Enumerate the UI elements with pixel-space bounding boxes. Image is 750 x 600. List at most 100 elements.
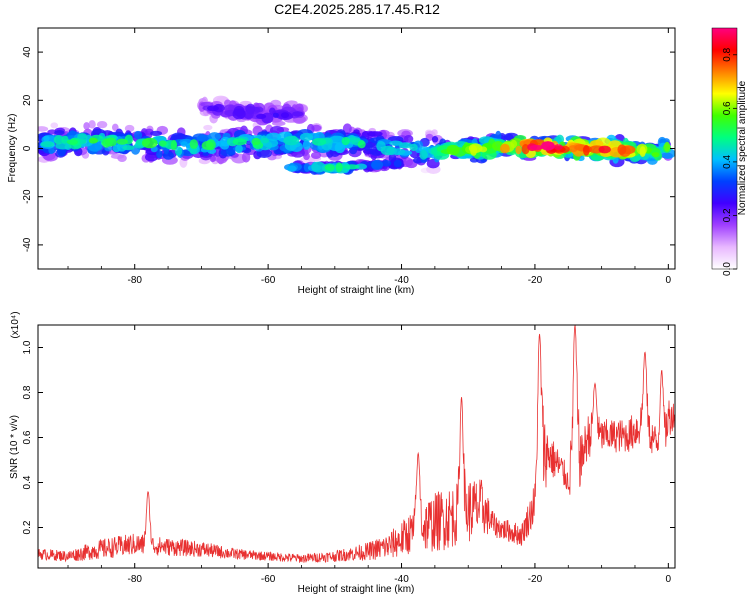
spectrogram-y-ticks: -40 -20 0 20 40 bbox=[22, 46, 675, 252]
heatmap-cell bbox=[292, 111, 304, 117]
chart-title: C2E4.2025.285.17.45.R12 bbox=[274, 1, 440, 17]
heatmap-cell bbox=[105, 137, 117, 147]
heatmap-cell bbox=[96, 120, 108, 129]
heatmap-cell bbox=[88, 120, 96, 129]
heatmap-cell bbox=[393, 159, 402, 168]
heatmap-cell bbox=[289, 135, 298, 143]
spectrogram-xlabel: Height of straight line (km) bbox=[298, 285, 415, 296]
heatmap-cell bbox=[256, 113, 267, 119]
heatmap-cell bbox=[251, 137, 261, 146]
heatmap-cell bbox=[40, 141, 55, 148]
heatmap-cell bbox=[311, 161, 326, 173]
heatmap-cell bbox=[156, 150, 163, 159]
heatmap-cell bbox=[371, 159, 384, 170]
heatmap-cell bbox=[553, 144, 563, 150]
colorbar-tick-label: 0.2 bbox=[722, 208, 733, 222]
x-tick-label: -80 bbox=[127, 574, 142, 585]
heatmap-cell bbox=[245, 103, 256, 115]
heatmap-cell bbox=[540, 141, 555, 151]
heatmap-cell bbox=[664, 141, 671, 152]
heatmap-cell bbox=[388, 152, 397, 164]
heatmap-cell bbox=[235, 144, 243, 154]
heatmap-cell bbox=[180, 141, 188, 147]
x-tick-label: -20 bbox=[528, 275, 543, 286]
heatmap-cell bbox=[529, 144, 543, 151]
heatmap-cell bbox=[207, 105, 219, 112]
heatmap-cell bbox=[399, 142, 413, 149]
heatmap-cell bbox=[141, 137, 158, 149]
y-tick-label: 0.2 bbox=[22, 520, 33, 534]
heatmap-cell bbox=[133, 130, 143, 140]
colorbar-label: Normalized spectral amplitude bbox=[737, 80, 748, 215]
heatmap-cell bbox=[409, 143, 418, 152]
heatmap-cell bbox=[174, 146, 183, 156]
heatmap-cell bbox=[312, 137, 327, 146]
y-tick-label: 20 bbox=[22, 94, 33, 106]
snr-series-line bbox=[38, 325, 675, 563]
heatmap-cell bbox=[150, 130, 163, 137]
x-tick-label: -40 bbox=[394, 574, 409, 585]
heatmap-cell bbox=[124, 124, 135, 133]
heatmap-cell bbox=[431, 136, 439, 143]
heatmap-cell bbox=[381, 160, 392, 167]
y-tick-label: 1.0 bbox=[22, 340, 33, 354]
heatmap-cell bbox=[357, 140, 366, 149]
snr-ylabel: SNR (10 * v/v) bbox=[9, 415, 20, 479]
heatmap-cell bbox=[116, 138, 128, 145]
x-tick-label: -40 bbox=[394, 275, 409, 286]
snr-x-ticks: -80 -60 -40 -20 0 bbox=[67, 325, 672, 585]
colorbar-tick-label: 0.8 bbox=[722, 47, 733, 61]
heatmap-cell bbox=[170, 139, 178, 151]
colorbar: 0.0 0.2 0.4 0.6 0.8 Normalized spectral ampl… bbox=[711, 27, 748, 276]
spectrogram-heatmap bbox=[38, 95, 675, 175]
heatmap-cell bbox=[53, 135, 64, 145]
heatmap-cell bbox=[280, 112, 290, 119]
snr-panel: -80 -60 -40 -20 0 0.2 0.4 0.6 0.8 1.0 Height of … bbox=[9, 311, 676, 595]
heatmap-cell bbox=[310, 151, 322, 159]
heatmap-cell bbox=[389, 140, 403, 146]
y-tick-label: -40 bbox=[22, 237, 33, 252]
heatmap-cell bbox=[158, 140, 167, 147]
heatmap-cell bbox=[117, 154, 127, 163]
colorbar-tick-label: 0.0 bbox=[722, 262, 733, 276]
snr-background bbox=[38, 325, 675, 568]
x-tick-label: -80 bbox=[127, 275, 142, 286]
heatmap-cell bbox=[341, 136, 350, 146]
x-tick-label: -20 bbox=[528, 574, 543, 585]
heatmap-cell bbox=[651, 152, 660, 158]
heatmap-cell bbox=[286, 165, 297, 172]
spectrogram-ylabel: Frequency (Hz) bbox=[7, 114, 18, 183]
snr-frame bbox=[37, 324, 676, 569]
snr-y-ticks: 0.2 0.4 0.6 0.8 1.0 bbox=[22, 340, 675, 534]
heatmap-cell bbox=[38, 126, 49, 132]
heatmap-cell bbox=[367, 131, 383, 137]
snr-y-multiplier: (x10⁴) bbox=[10, 311, 21, 338]
heatmap-cell bbox=[61, 135, 69, 144]
heatmap-cell bbox=[403, 134, 414, 143]
heatmap-cell bbox=[272, 112, 279, 118]
x-tick-label: -60 bbox=[261, 275, 276, 286]
heatmap-cell bbox=[232, 138, 247, 146]
heatmap-cell bbox=[111, 123, 119, 132]
heatmap-cell bbox=[43, 135, 50, 142]
heatmap-cell bbox=[269, 125, 285, 135]
heatmap-cell bbox=[598, 145, 611, 154]
heatmap-cell bbox=[334, 142, 346, 154]
heatmap-cell bbox=[260, 137, 270, 144]
heatmap-cell bbox=[88, 137, 98, 144]
spectrogram-panel: -80 -60 -40 -20 0 -40 -20 0 20 40 Height of stra… bbox=[7, 27, 676, 296]
heatmap-cell bbox=[343, 164, 360, 170]
heatmap-cell bbox=[50, 122, 59, 129]
heatmap-cell bbox=[342, 123, 352, 135]
x-tick-label: 0 bbox=[666, 574, 672, 585]
colorbar-tick-label: 0.6 bbox=[722, 101, 733, 115]
heatmap-cell bbox=[470, 145, 478, 156]
heatmap-cell bbox=[446, 144, 460, 156]
heatmap-cell bbox=[201, 140, 214, 150]
heatmap-cell bbox=[54, 129, 65, 136]
heatmap-cell bbox=[232, 108, 246, 120]
heatmap-cell bbox=[269, 107, 276, 115]
heatmap-cell bbox=[617, 144, 627, 155]
colorbar-ticks: 0.0 0.2 0.4 0.6 0.8 bbox=[722, 47, 737, 276]
